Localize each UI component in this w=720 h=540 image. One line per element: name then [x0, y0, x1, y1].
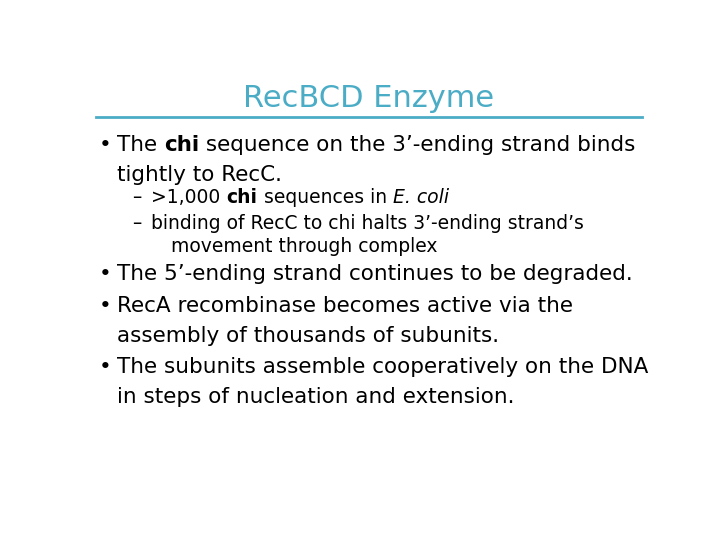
Text: E. coli: E. coli	[392, 188, 449, 207]
Text: –: –	[132, 214, 141, 233]
Text: chi: chi	[163, 136, 199, 156]
Text: >1,000: >1,000	[151, 188, 227, 207]
Text: The 5’-ending strand continues to be degraded.: The 5’-ending strand continues to be deg…	[117, 265, 633, 285]
Text: •: •	[99, 265, 111, 285]
Text: movement through complex: movement through complex	[171, 238, 438, 256]
Text: in steps of nucleation and extension.: in steps of nucleation and extension.	[117, 387, 514, 407]
Text: •: •	[99, 136, 111, 156]
Text: RecA recombinase becomes active via the: RecA recombinase becomes active via the	[117, 296, 573, 316]
Text: sequence on the 3’-ending strand binds: sequence on the 3’-ending strand binds	[199, 136, 635, 156]
Text: •: •	[99, 296, 111, 316]
Text: assembly of thousands of subunits.: assembly of thousands of subunits.	[117, 326, 499, 346]
Text: The subunits assemble cooperatively on the DNA: The subunits assemble cooperatively on t…	[117, 357, 648, 377]
Text: sequences in: sequences in	[258, 188, 392, 207]
Text: tightly to RecC.: tightly to RecC.	[117, 165, 282, 185]
Text: The: The	[117, 136, 163, 156]
Text: •: •	[99, 357, 111, 377]
Text: chi: chi	[227, 188, 258, 207]
Text: –: –	[132, 188, 141, 207]
Text: RecBCD Enzyme: RecBCD Enzyme	[243, 84, 495, 112]
Text: binding of RecC to chi halts 3’-ending strand’s: binding of RecC to chi halts 3’-ending s…	[151, 214, 584, 233]
